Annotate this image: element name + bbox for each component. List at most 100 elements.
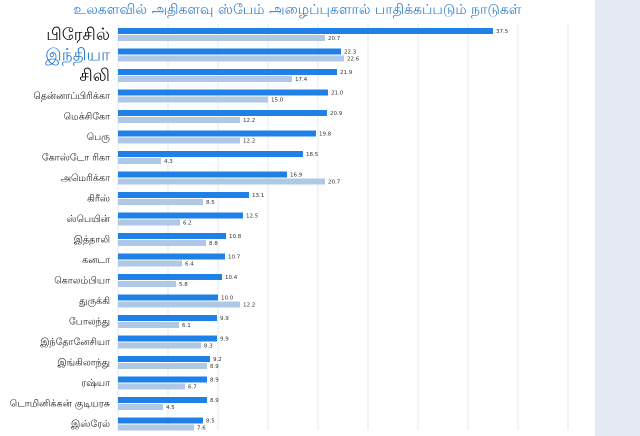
data-label: 6.1 [182,323,191,329]
category-label: இஸ்ரேல் [71,419,110,430]
category-label: இங்கிலாந்து [57,358,110,369]
data-label: 6.4 [185,262,194,268]
bar-series-2 [118,178,325,185]
category-label: சிலி [79,66,110,86]
bar-series-1 [118,89,328,96]
bar-series-2 [118,96,268,103]
bar-series-2 [118,219,180,226]
category-label: தென்னாப்பிரிக்கா [33,91,111,102]
data-label: 12.2 [243,118,255,124]
category-label: கிரீஸ் [87,194,111,205]
bar-chart: பிரேசில் 37.5 20.7 இந்தியா 22.322.6 சிலி 21.9 1… [10,24,569,432]
bar-series-1 [118,192,249,198]
data-label: 8.9 [210,398,219,404]
chart-card: உலகளவில் அதிகளவு ஸ்பேம் அழைப்புகளால் பாத… [0,0,595,436]
bar-series-2 [118,424,194,431]
bar-series-1 [118,171,287,178]
data-label: 20.7 [328,36,341,42]
data-label: 21.9 [340,70,353,76]
category-label: மெக்சிகோ [64,112,111,123]
bar-series-2 [118,35,325,41]
bar-series-1 [118,69,337,75]
category-label: இத்தாலி [74,235,111,246]
bar-series-2 [118,240,206,246]
data-label: 4.5 [166,405,175,411]
data-label: 10.4 [225,275,238,281]
data-label: 12.5 [246,214,259,220]
data-label: 8.3 [204,344,213,350]
category-label: கொலம்பியா [54,276,111,287]
chart-title: உலகளவில் அதிகளவு ஸ்பேம் அழைப்புகளால் பாத… [73,2,522,18]
bar-series-2 [118,199,203,205]
bar-series-1 [118,397,207,403]
category-label: ரஷ்யா [81,378,111,389]
bar-series-2 [118,117,240,123]
data-label: 37.5 [496,29,509,35]
data-label: 10.8 [229,234,242,240]
category-label: டொமினிக்கன் குடியரசு [10,399,111,411]
bar-series-1 [118,294,218,301]
bar-series-2 [118,281,176,287]
bar-series-1 [118,151,303,157]
bar-series-1 [118,376,207,383]
data-label: 9.2 [213,357,222,363]
data-label: 13.1 [252,193,264,199]
bar-series-1 [118,110,327,116]
category-label: இந்தியா [45,46,110,66]
data-label: 9.9 [220,337,229,343]
bar-series-2 [118,137,240,144]
category-label: ஸ்பெயின் [66,214,110,225]
data-label: 21.0 [331,91,344,97]
bar-series-2 [118,363,207,369]
data-label: 22.6 [347,57,360,63]
data-label: 6.7 [188,385,197,391]
bar-series-1 [118,28,493,34]
bar-series-1 [118,130,316,137]
data-label: 8.9 [210,378,219,384]
bar-series-1 [118,335,217,342]
bar-series-1 [118,253,225,260]
bar-series-2 [118,342,201,349]
data-label: 17.4 [295,77,308,83]
category-label: கனடா [82,255,111,266]
bar-series-1 [118,356,210,362]
bar-series-2 [118,260,182,267]
data-label: 9.9 [220,316,229,322]
data-label: 10.7 [228,255,241,261]
data-label: 6.2 [183,221,192,227]
data-label: 7.6 [197,426,206,432]
bar-series-1 [118,315,217,321]
category-label: துருக்கி [79,296,110,307]
category-label: பெரு [87,132,110,143]
bar-series-2 [118,158,161,164]
data-label: 12.2 [243,139,255,145]
bar-series-2 [118,404,163,410]
bar-series-2 [118,301,240,308]
bar-series-2 [118,55,344,62]
data-label: 15.0 [271,98,284,104]
bar-series-2 [118,76,292,82]
bar-series-1 [118,274,222,280]
bar-series-2 [118,322,179,328]
data-label: 20.7 [328,180,341,186]
bar-series-1 [118,212,243,219]
data-label: 8.9 [210,364,219,370]
data-label: 22.3 [344,50,357,56]
data-label: 19.8 [319,132,332,138]
data-label: 16.9 [290,173,303,179]
data-label: 8.5 [206,419,215,425]
data-label: 4.3 [164,159,173,165]
bar-series-1 [118,233,226,239]
category-label: அமெரிக்கா [60,173,111,184]
category-label: போலந்து [69,317,110,328]
data-label: 5.8 [179,282,188,288]
data-label: 18.5 [306,152,319,158]
data-label: 10.0 [221,296,234,302]
category-label: பிரேசில் [46,25,110,45]
category-label: இந்தோனேசியா [40,337,111,348]
bar-series-1 [118,417,203,424]
data-label: 8.8 [209,241,218,247]
bar-series-2 [118,383,185,390]
category-label: கோஸ்டோ ரிகா [42,153,111,164]
data-label: 8.5 [206,200,215,206]
